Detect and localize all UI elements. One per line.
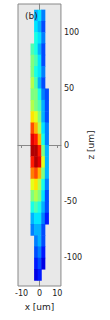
svg-text:-50: -50 xyxy=(64,197,77,206)
svg-text:(b): (b) xyxy=(25,11,38,21)
svg-text:-10: -10 xyxy=(15,289,28,298)
svg-text:z [um]: z [um] xyxy=(86,130,96,159)
svg-text:10: 10 xyxy=(52,289,62,298)
svg-text:50: 50 xyxy=(64,84,74,93)
svg-text:100: 100 xyxy=(64,28,79,37)
svg-text:0: 0 xyxy=(37,289,42,298)
svg-text:0: 0 xyxy=(64,141,69,150)
svg-text:-100: -100 xyxy=(64,253,82,262)
svg-text:x [um]: x [um] xyxy=(25,302,55,312)
